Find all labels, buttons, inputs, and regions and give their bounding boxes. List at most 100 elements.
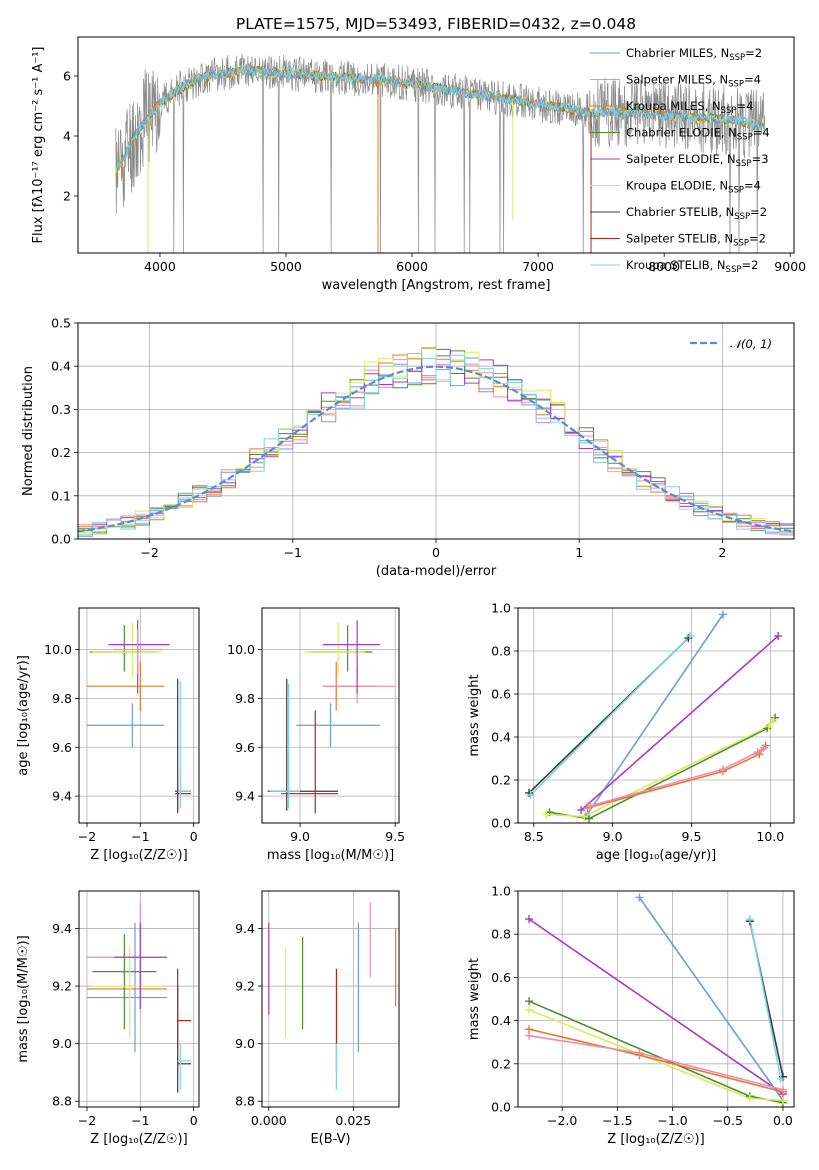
x-tick-label: 9.5 <box>385 829 405 844</box>
x-tick-label: −1.0 <box>657 1113 687 1128</box>
mass-weight-marker <box>719 610 728 619</box>
x-axis-label: wavelength [Angstrom, rest frame] <box>322 278 551 293</box>
mass-weight-line <box>528 918 784 1095</box>
legend-text: Kroupa MILES, N <box>626 99 721 113</box>
x-tick-label: 9.0 <box>603 829 623 844</box>
y-tick-label: 9.2 <box>52 979 72 994</box>
mass-weight-line <box>580 635 779 811</box>
legend-suffix: =2 <box>741 258 758 272</box>
y-tick-label: 9.4 <box>235 789 255 804</box>
x-tick-label: −2 <box>78 1113 96 1128</box>
y-tick-label: 8.8 <box>52 1094 72 1109</box>
panel-4: 8.5 9.0 9.5 10.0 0.0 0.2 0.4 0.6 0.8 1.0 age [log₁… <box>467 601 795 863</box>
mass-weight-marker <box>719 765 728 774</box>
legend-entry: Kroupa MILES, NSSP=4 <box>626 99 753 116</box>
panel-1: −2 −1 0 1 2 0.0 0.1 0.2 0.3 0.4 0.5 (data-model)/er… <box>21 316 795 579</box>
y-tick-label: 9.4 <box>52 789 72 804</box>
y-axis-label: mass [log₁₀(M/M☉)] <box>16 935 31 1062</box>
y-tick-label: 0.0 <box>491 816 511 831</box>
y-tick-label: 0.4 <box>491 1013 511 1028</box>
y-tick-label: 0.4 <box>51 359 71 374</box>
panel-3: 9.0 9.5 9.4 9.6 9.8 10.0 mass [log₁₀(M/M☉)] <box>227 607 405 863</box>
mass-weight-marker <box>586 801 595 810</box>
panel-7: −2.0 −1.5 −1.0 −0.5 0.0 0.0 0.2 0.4 0.6 0.8 1.0 Z [… <box>467 884 795 1147</box>
y-axis-label: age [log₁₀(age/yr)] <box>16 655 31 776</box>
legend-subscript: SSP <box>733 239 749 249</box>
mass-weight-marker <box>525 1031 534 1040</box>
y-tick-label: 0.5 <box>51 316 71 331</box>
model-spectrum-line <box>115 64 765 170</box>
y-tick-label: 9.6 <box>52 740 72 755</box>
x-tick-label: −1 <box>131 829 149 844</box>
legend-subscript: SSP <box>734 212 750 222</box>
x-tick-label: 9.0 <box>290 829 310 844</box>
mass-weight-line <box>530 635 691 796</box>
legend-entry: Salpeter STELIB, NSSP=2 <box>626 232 766 249</box>
mass-weight-marker <box>525 997 534 1006</box>
y-tick-label: 9.4 <box>235 921 255 936</box>
y-tick-label: 0.0 <box>491 1100 511 1115</box>
y-tick-label: 8.8 <box>235 1094 255 1109</box>
x-tick-label: −1 <box>284 545 302 560</box>
y-tick-label: 0.2 <box>491 773 511 788</box>
legend-entry: Kroupa STELIB, NSSP=2 <box>626 258 758 275</box>
x-tick-label: 6000 <box>396 259 428 274</box>
legend-suffix: =4 <box>736 99 753 113</box>
legend-subscript: SSP <box>721 106 737 116</box>
x-tick-label: 8.5 <box>524 829 544 844</box>
axes-frame <box>261 890 400 1108</box>
x-tick-label: −0.5 <box>713 1113 743 1128</box>
mass-weight-marker <box>745 1094 754 1103</box>
y-tick-label: 0.6 <box>491 970 511 985</box>
plot-area <box>267 620 396 814</box>
y-tick-label: 9.2 <box>235 979 255 994</box>
mass-weight-line <box>585 614 724 817</box>
x-tick-label: 0.0 <box>773 1113 793 1128</box>
x-axis-label: Z [log₁₀(Z/Z☉)] <box>90 848 187 863</box>
y-axis-label: Flux [fλ10⁻¹⁷ erg cm⁻² s⁻¹ A⁻¹] <box>31 47 46 244</box>
legend-subscript: SSP <box>737 133 753 143</box>
mass-weight-marker <box>635 893 644 902</box>
y-tick-label: 9.8 <box>52 691 72 706</box>
x-tick-label: 9.5 <box>682 829 702 844</box>
x-tick-label: 2 <box>718 545 726 560</box>
y-tick-label: 4 <box>63 129 71 144</box>
y-tick-label: 9.6 <box>235 740 255 755</box>
axes-frame <box>261 607 400 824</box>
mass-weight-marker <box>580 812 589 821</box>
y-tick-label: 2 <box>63 189 71 204</box>
legend-text: Kroupa ELODIE, N <box>626 179 728 193</box>
x-tick-label: 0 <box>190 1113 198 1128</box>
mass-weight-marker <box>542 810 551 819</box>
x-tick-label: −1.5 <box>602 1113 632 1128</box>
axes-frame <box>78 607 200 824</box>
mass-weight-marker <box>525 915 534 924</box>
panel-5: −2 −1 0 8.8 9.0 9.2 9.4 Z [log₁₀(Z/Z☉)] mass [lo… <box>16 890 200 1147</box>
y-tick-label: 10.0 <box>227 642 255 657</box>
x-tick-label: −2.0 <box>547 1113 577 1128</box>
plot-area <box>268 902 397 1090</box>
axes-frame <box>77 322 795 540</box>
x-tick-label: 5000 <box>270 259 302 274</box>
y-tick-label: 0.0 <box>51 532 71 547</box>
y-tick-label: 1.0 <box>491 884 511 899</box>
panel-6: 0.000 0.025 8.8 9.0 9.2 9.4 E(B-V) <box>235 890 400 1147</box>
y-axis-label: Normed distribution <box>21 366 36 496</box>
axes-frame <box>78 890 200 1108</box>
legend-entry: 𝒩(0, 1) <box>730 337 772 351</box>
x-tick-label: −1 <box>131 1113 149 1128</box>
y-tick-label: 0.2 <box>51 445 71 460</box>
legend-subscript: SSP <box>728 80 744 90</box>
x-tick-label: 0.000 <box>251 1113 287 1128</box>
x-tick-label: −2 <box>78 829 96 844</box>
mass-weight-marker <box>764 722 773 731</box>
legend-entry: Salpeter MILES, NSSP=4 <box>626 73 761 90</box>
mass-weight-marker <box>778 1085 787 1094</box>
mass-weight-marker <box>760 743 769 752</box>
spectrum-title: PLATE=1575, MJD=53493, FIBERID=0432, z=0… <box>236 15 636 33</box>
y-tick-label: 6 <box>63 69 71 84</box>
y-tick-label: 9.4 <box>52 921 72 936</box>
legend-suffix: =2 <box>745 46 762 60</box>
axes-frame <box>517 607 795 824</box>
x-axis-label: (data-model)/error <box>376 564 497 579</box>
